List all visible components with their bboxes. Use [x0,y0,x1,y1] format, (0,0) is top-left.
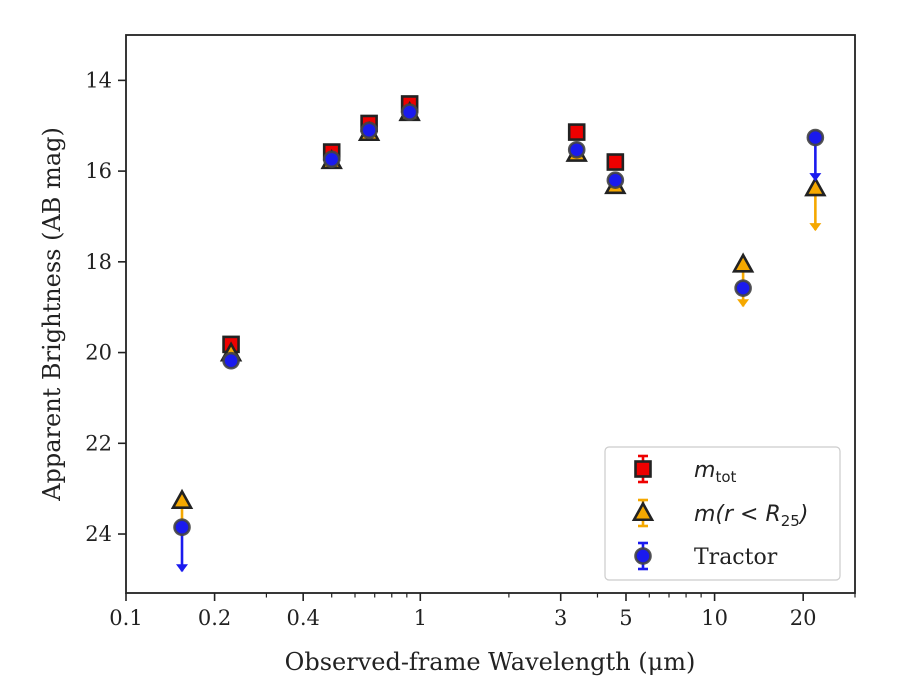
legend-marker-mtot [634,460,652,478]
upper-limit-arrow [809,173,822,182]
plot-layer [170,95,827,573]
upper-limit-arrow [737,299,750,308]
data-point-mr25 [170,488,194,509]
x-tick-label: 3 [554,606,567,630]
legend-marker-tractor [634,547,652,565]
data-point-tractor [360,121,378,140]
legend-marker-mr25 [631,500,655,522]
x-axis: 0.1 0.2 0.4 1 3 5 10 20 [109,593,856,630]
data-point-tractor [322,150,341,169]
x-tick-label: 1 [414,606,427,630]
legend-label-tractor: Tractor [694,545,778,570]
legend: mtot m(r < R25) Tractor [604,446,841,581]
x-tick-label: 20 [790,606,817,630]
data-point-mr25 [731,252,755,273]
data-point-mtot [567,123,586,141]
legend-label-mr25: m(r < R25) [694,502,808,530]
y-tick-label: 14 [85,68,112,92]
x-tick-label: 0.1 [109,606,142,630]
series-mtot [222,95,625,354]
x-axis-label: Observed-frame Wavelength (μm) [285,648,696,676]
data-point-tractor [567,140,586,159]
legend-label-mtot: mtot [694,458,736,486]
data-point-mr25 [804,176,827,197]
y-axis: 14 16 18 20 22 24 [85,68,126,546]
x-tick-label: 0.4 [286,606,319,630]
plot-frame [125,34,856,594]
upper-limit-arrow [176,564,189,573]
y-axis-label: Apparent Brightness (AB mag) [38,127,66,502]
x-tick-label: 10 [701,606,728,630]
y-tick-label: 20 [85,341,112,365]
y-tick-label: 16 [85,159,112,183]
y-tick-label: 24 [85,522,112,546]
legend-box [604,446,841,581]
data-point-tractor [606,171,625,189]
data-point-tractor [173,518,191,537]
data-point-tractor [806,128,825,147]
x-tick-label: 0.2 [198,606,231,630]
data-point-tractor [222,351,240,370]
data-point-tractor [734,279,752,297]
data-point-tractor [400,103,419,121]
data-point-mtot [606,153,625,171]
x-tick-label: 5 [619,606,632,630]
y-tick-label: 18 [85,250,112,274]
upper-limit-arrow [809,223,822,232]
y-tick-label: 22 [85,431,112,455]
series-tractor [173,103,825,573]
